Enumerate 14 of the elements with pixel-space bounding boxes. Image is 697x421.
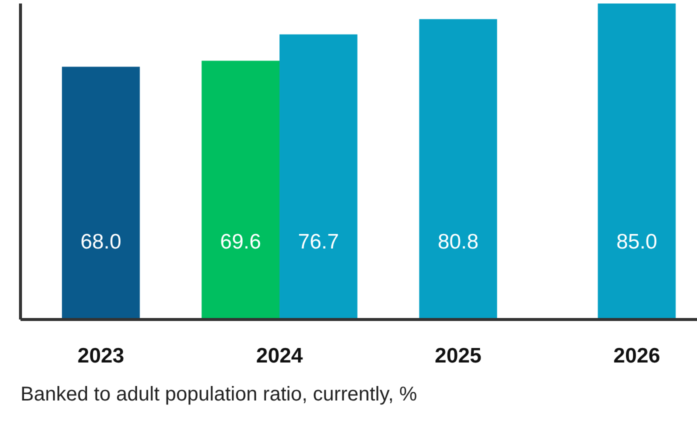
text: Banked to adult population ratio, currently, %	[20, 384, 418, 406]
bar	[62, 66, 140, 320]
x-tick-label: 2023	[78, 344, 124, 368]
x-tick-label: 2024	[256, 344, 304, 368]
x-tick-label: 2026	[613, 344, 660, 368]
data-label: 76.7	[298, 230, 339, 254]
bar	[280, 34, 358, 320]
x-tick-label: 2025	[434, 344, 482, 368]
data-label: 80.8	[438, 230, 479, 254]
data-label: 69.6	[220, 230, 262, 254]
data-label: 85.0	[616, 230, 658, 254]
bar	[598, 4, 676, 320]
bar	[202, 60, 280, 320]
data-label: 68.0	[80, 230, 122, 254]
